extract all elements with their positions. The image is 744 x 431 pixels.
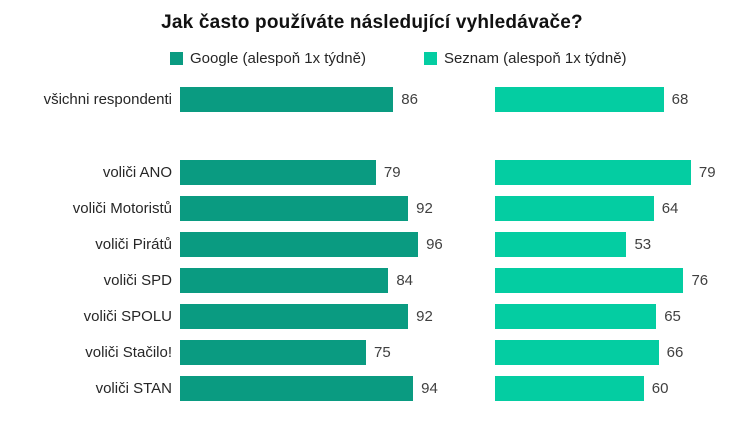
chart-title: Jak často používáte následující vyhledáv… bbox=[161, 12, 583, 33]
google-bar bbox=[180, 160, 376, 185]
chart-row: voliči Pirátů 96 53 bbox=[0, 232, 744, 257]
seznam-bar bbox=[495, 340, 659, 365]
seznam-track: 76 bbox=[495, 268, 743, 293]
chart-row: voliči SPOLU 92 65 bbox=[0, 304, 744, 329]
seznam-bar bbox=[495, 268, 684, 293]
chart-row: voliči ANO 79 79 bbox=[0, 160, 744, 185]
bar-value: 96 bbox=[426, 236, 443, 253]
google-bar bbox=[180, 87, 394, 112]
seznam-track: 79 bbox=[495, 160, 743, 185]
category-label: voliči SPOLU bbox=[83, 308, 172, 325]
seznam-bar bbox=[495, 376, 644, 401]
seznam-track: 53 bbox=[495, 232, 743, 257]
chart-rows: všichni respondenti 86 68 voliči ANO 79 … bbox=[0, 87, 744, 401]
bar-value: 75 bbox=[374, 344, 391, 361]
category-label: všichni respondenti bbox=[43, 91, 172, 108]
seznam-bar bbox=[495, 87, 664, 112]
bar-value: 79 bbox=[698, 164, 716, 181]
bar-value: 66 bbox=[666, 344, 684, 361]
google-track: 86 bbox=[180, 87, 428, 112]
chart-row: voliči SPD 84 76 bbox=[0, 268, 744, 293]
google-track: 79 bbox=[180, 160, 428, 185]
legend-swatch bbox=[170, 51, 183, 65]
bar-value: 64 bbox=[661, 200, 679, 217]
seznam-track: 64 bbox=[495, 196, 743, 221]
bar-value: 92 bbox=[416, 308, 433, 325]
category-label: voliči Motoristů bbox=[72, 200, 172, 217]
bar-value: 84 bbox=[396, 272, 413, 289]
google-track: 94 bbox=[180, 376, 438, 401]
category-label: voliči STAN bbox=[95, 380, 172, 397]
google-bar bbox=[180, 232, 419, 257]
category-label: voliči Stačilo! bbox=[85, 344, 172, 361]
bar-value: 68 bbox=[671, 91, 689, 108]
google-bar bbox=[180, 268, 389, 293]
seznam-track: 65 bbox=[495, 304, 743, 329]
legend: Google (alespoň 1x týdně) Seznam (alespo… bbox=[170, 48, 744, 68]
seznam-bar bbox=[495, 160, 691, 185]
chart-row: voliči STAN 94 60 bbox=[0, 376, 744, 401]
google-track: 84 bbox=[180, 268, 428, 293]
google-track: 96 bbox=[180, 232, 443, 257]
bar-value: 76 bbox=[691, 272, 709, 289]
seznam-track: 60 bbox=[495, 376, 743, 401]
seznam-track: 68 bbox=[495, 87, 743, 112]
seznam-bar bbox=[495, 232, 627, 257]
google-track: 75 bbox=[180, 340, 428, 365]
bar-value: 92 bbox=[416, 200, 433, 217]
legend-label: Seznam (alespoň 1x týdně) bbox=[443, 49, 627, 67]
category-label: voliči ANO bbox=[102, 164, 172, 181]
google-bar bbox=[180, 304, 409, 329]
chart-row: voliči Stačilo! 75 66 bbox=[0, 340, 744, 365]
bar-value: 53 bbox=[634, 236, 652, 253]
seznam-bar bbox=[495, 196, 654, 221]
legend-item-seznam: Seznam (alespoň 1x týdně) bbox=[423, 49, 627, 67]
bar-value: 86 bbox=[401, 91, 418, 108]
google-track: 92 bbox=[180, 196, 433, 221]
google-track: 92 bbox=[180, 304, 433, 329]
bar-value: 60 bbox=[651, 380, 669, 397]
category-label: voliči SPD bbox=[103, 272, 172, 289]
legend-label: Google (alespoň 1x týdně) bbox=[190, 49, 366, 67]
legend-swatch bbox=[423, 51, 437, 65]
google-bar bbox=[180, 196, 409, 221]
bar-value: 94 bbox=[421, 380, 438, 397]
chart-row: voliči Motoristů 92 64 bbox=[0, 196, 744, 221]
seznam-bar bbox=[495, 304, 657, 329]
google-bar bbox=[180, 340, 366, 365]
category-label: voliči Pirátů bbox=[95, 236, 172, 253]
google-bar bbox=[180, 376, 414, 401]
bar-value: 79 bbox=[383, 164, 401, 181]
seznam-track: 66 bbox=[495, 340, 743, 365]
chart-row: všichni respondenti 86 68 bbox=[0, 87, 744, 112]
bar-value: 65 bbox=[664, 308, 681, 325]
legend-item-google: Google (alespoň 1x týdně) bbox=[170, 50, 366, 67]
